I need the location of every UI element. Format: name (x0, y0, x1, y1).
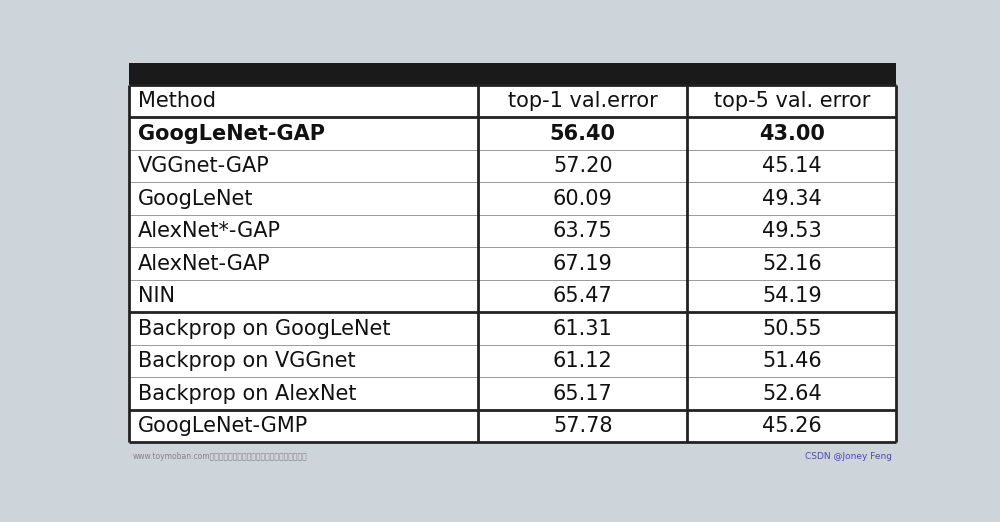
Text: 65.17: 65.17 (553, 384, 613, 404)
Text: 52.16: 52.16 (762, 254, 822, 274)
Text: GoogLeNet-GMP: GoogLeNet-GMP (138, 416, 308, 436)
Text: 45.26: 45.26 (762, 416, 822, 436)
Text: Backprop on GoogLeNet: Backprop on GoogLeNet (138, 318, 391, 339)
Text: VGGnet-GAP: VGGnet-GAP (138, 156, 270, 176)
Text: 51.46: 51.46 (762, 351, 822, 371)
Text: 61.31: 61.31 (553, 318, 613, 339)
Text: 57.78: 57.78 (553, 416, 612, 436)
Text: top-5 val. error: top-5 val. error (714, 91, 870, 111)
Text: 52.64: 52.64 (762, 384, 822, 404)
Text: 61.12: 61.12 (553, 351, 613, 371)
Text: 56.40: 56.40 (550, 124, 616, 144)
Text: 43.00: 43.00 (759, 124, 825, 144)
Text: Backprop on AlexNet: Backprop on AlexNet (138, 384, 357, 404)
Bar (129, 63, 896, 85)
Text: NIN: NIN (138, 286, 175, 306)
Text: 49.34: 49.34 (762, 188, 822, 209)
Text: GoogLeNet: GoogLeNet (138, 188, 254, 209)
Text: AlexNet-GAP: AlexNet-GAP (138, 254, 271, 274)
Text: 50.55: 50.55 (762, 318, 822, 339)
Text: 65.47: 65.47 (553, 286, 613, 306)
Text: 54.19: 54.19 (762, 286, 822, 306)
Text: 67.19: 67.19 (553, 254, 613, 274)
Text: www.toymoban.com网络图片仅供展示，非存储，如存储请联系删除: www.toymoban.com网络图片仅供展示，非存储，如存储请联系删除 (133, 453, 308, 461)
Text: Backprop on VGGnet: Backprop on VGGnet (138, 351, 356, 371)
Bar (129, 85, 896, 443)
Text: 45.14: 45.14 (762, 156, 822, 176)
Text: AlexNet*-GAP: AlexNet*-GAP (138, 221, 281, 241)
Text: Method: Method (138, 91, 216, 111)
Text: 63.75: 63.75 (553, 221, 613, 241)
Text: 60.09: 60.09 (553, 188, 613, 209)
Text: top-1 val.error: top-1 val.error (508, 91, 658, 111)
Text: CSDN @Joney Feng: CSDN @Joney Feng (805, 453, 892, 461)
Text: 57.20: 57.20 (553, 156, 613, 176)
Text: GoogLeNet-GAP: GoogLeNet-GAP (138, 124, 325, 144)
Text: 49.53: 49.53 (762, 221, 822, 241)
